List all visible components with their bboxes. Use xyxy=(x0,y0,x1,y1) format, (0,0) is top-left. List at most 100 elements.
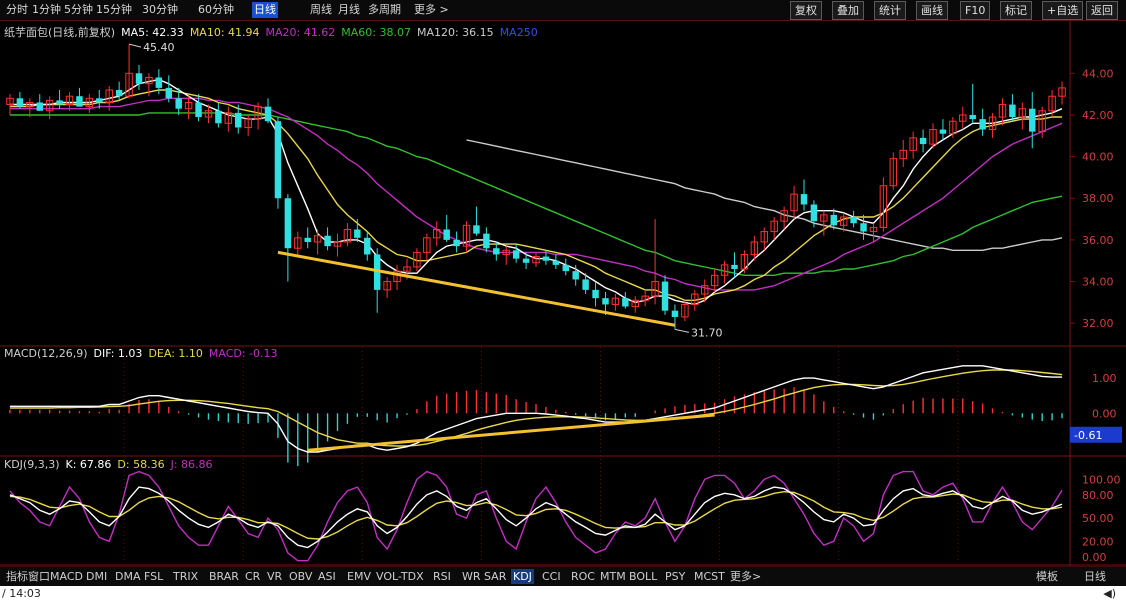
indicator-tab-12[interactable]: EMV xyxy=(347,570,371,583)
indicator-tab-8[interactable]: CR xyxy=(245,570,261,583)
kline-chart[interactable]: 44.00 42.00 40.00 38.00 36.00 34.00 32.00 1.00 0… xyxy=(0,20,1126,566)
candle-body xyxy=(839,216,848,226)
indicator-value: MA20: 41.62 xyxy=(265,26,336,39)
period-tab-7[interactable]: 周线 xyxy=(310,3,332,16)
ma10-line xyxy=(9,89,1063,301)
indicator-tab-18[interactable]: CCI xyxy=(542,570,561,583)
candle-body xyxy=(979,119,986,130)
indicator-tab-9[interactable]: VR xyxy=(267,570,283,583)
indicator-tab-6[interactable]: TRIX xyxy=(173,570,199,583)
period-tab-0[interactable]: 分时 xyxy=(6,3,28,16)
macd-current-value-box xyxy=(1070,426,1122,443)
period-tab-10[interactable]: 更多 > xyxy=(414,3,449,16)
indicator-tab-19[interactable]: ROC xyxy=(571,570,595,583)
candle-body xyxy=(969,114,976,120)
candle-body xyxy=(333,241,342,247)
candle-body xyxy=(731,264,738,270)
indicator-tabs: 指标 窗口 MACD DMI DMA FSL TRIX BRAR CR VR OBV ASI EMV VO… xyxy=(0,566,1126,587)
candle-body xyxy=(235,112,242,128)
indicator-tab-26[interactable]: 模板 xyxy=(1036,570,1058,583)
candle-body xyxy=(582,279,589,290)
toolbar-button-4[interactable]: F10 xyxy=(960,1,991,20)
indicator-value: DIF: 1.03 xyxy=(93,347,143,360)
indicator-tab-3[interactable]: DMI xyxy=(86,570,108,583)
candle-body xyxy=(790,193,798,212)
indicator-tab-4[interactable]: DMA xyxy=(115,570,141,583)
candle-body xyxy=(462,224,471,247)
candle-body xyxy=(313,235,322,243)
candle-body xyxy=(135,73,143,84)
candle-body xyxy=(631,299,639,308)
candle-body xyxy=(483,233,490,249)
candle-body xyxy=(45,99,54,112)
indicator-tab-7[interactable]: BRAR xyxy=(209,570,239,583)
indicator-tab-25[interactable]: > xyxy=(752,570,762,583)
candle-body xyxy=(473,225,480,234)
period-tab-5[interactable]: 60分钟 xyxy=(198,3,234,16)
indicator-tab-15[interactable]: WR xyxy=(462,570,481,583)
indicator-tab-22[interactable]: PSY xyxy=(665,570,686,583)
candle-body xyxy=(443,229,450,240)
candle-body xyxy=(284,198,292,249)
period-tab-2[interactable]: 5分钟 xyxy=(64,3,93,16)
y-tick-label: 32.00 xyxy=(1082,317,1114,330)
toolbar-button-1[interactable]: 叠加 xyxy=(832,1,864,20)
candle-body xyxy=(56,100,63,105)
period-tab-1[interactable]: 1分钟 xyxy=(32,3,61,16)
indicator-tab-5[interactable]: FSL xyxy=(144,570,164,583)
candle-body xyxy=(800,194,808,205)
candle-body xyxy=(16,98,24,107)
candle-body xyxy=(542,256,550,261)
period-tab-6[interactable]: 日线 xyxy=(252,2,278,18)
toolbar-button-7[interactable]: 返回 xyxy=(1086,1,1118,20)
candle-body xyxy=(175,98,182,109)
indicator-tab-16[interactable]: SAR xyxy=(484,570,507,583)
candle-body xyxy=(740,253,749,270)
indicator-tab-27[interactable]: 日线 xyxy=(1084,570,1106,583)
indicator-value: MACD: -0.13 xyxy=(208,347,278,360)
candle-body xyxy=(165,87,172,99)
main-chart-info: 纸芋面包(日线,前复权) MA5: 42.33 MA10: 41.94 MA20: 4… xyxy=(4,24,544,40)
candle-body xyxy=(155,77,163,88)
candle-body xyxy=(850,216,857,224)
period-tab-3[interactable]: 15分钟 xyxy=(96,3,132,16)
indicator-tab-0[interactable]: 指标 xyxy=(6,570,28,583)
volume-icon[interactable]: ◀) xyxy=(1103,587,1116,600)
period-tab-4[interactable]: 30分钟 xyxy=(142,3,178,16)
candle-body xyxy=(1038,110,1046,133)
candle-body xyxy=(720,264,729,276)
candle-body xyxy=(879,185,888,228)
indicator-tab-23[interactable]: MCST xyxy=(694,570,725,583)
candle-body xyxy=(889,158,898,187)
indicator-tab-17[interactable]: KDJ xyxy=(511,569,534,584)
macd-y-tick-label: 0.00 xyxy=(1092,407,1117,420)
toolbar-button-2[interactable]: 统计 xyxy=(874,1,906,20)
y-tick-label: 36.00 xyxy=(1082,234,1114,247)
candle-body xyxy=(383,281,391,291)
indicator-tab-14[interactable]: RSI xyxy=(433,570,451,583)
candle-body xyxy=(364,237,371,255)
candle-body xyxy=(1048,95,1056,112)
toolbar-button-0[interactable]: 复权 xyxy=(790,1,822,20)
candle-body xyxy=(1058,87,1066,97)
kdj-y-tick-label: 100.00 xyxy=(1082,473,1121,486)
indicator-tab-2[interactable]: MACD xyxy=(50,570,83,583)
indicator-tab-10[interactable]: OBV xyxy=(289,570,313,583)
candle-body xyxy=(681,303,689,318)
candle-body xyxy=(919,137,927,145)
toolbar-button-3[interactable]: 画线 xyxy=(916,1,948,20)
period-tab-8[interactable]: 月线 xyxy=(338,3,360,16)
indicator-tab-13[interactable]: VOL-TDX xyxy=(376,570,424,583)
period-tab-9[interactable]: 多周期 xyxy=(368,3,401,16)
indicator-tab-1[interactable]: 窗口 xyxy=(28,570,50,583)
indicator-tab-24[interactable]: 更多 xyxy=(730,570,752,583)
indicator-tab-21[interactable]: BOLL xyxy=(629,570,658,583)
status-time: / 14:03 xyxy=(2,587,41,600)
toolbar-button-5[interactable]: 标记 xyxy=(1000,1,1032,20)
indicator-value: MA120: 36.15 xyxy=(416,26,494,39)
toolbar-button-6[interactable]: +自选 xyxy=(1042,1,1084,20)
indicator-value: MA5: 42.33 xyxy=(121,26,184,39)
indicator-tab-20[interactable]: MTM xyxy=(600,570,626,583)
indicator-tab-11[interactable]: ASI xyxy=(318,570,336,583)
candle-body xyxy=(145,76,153,85)
